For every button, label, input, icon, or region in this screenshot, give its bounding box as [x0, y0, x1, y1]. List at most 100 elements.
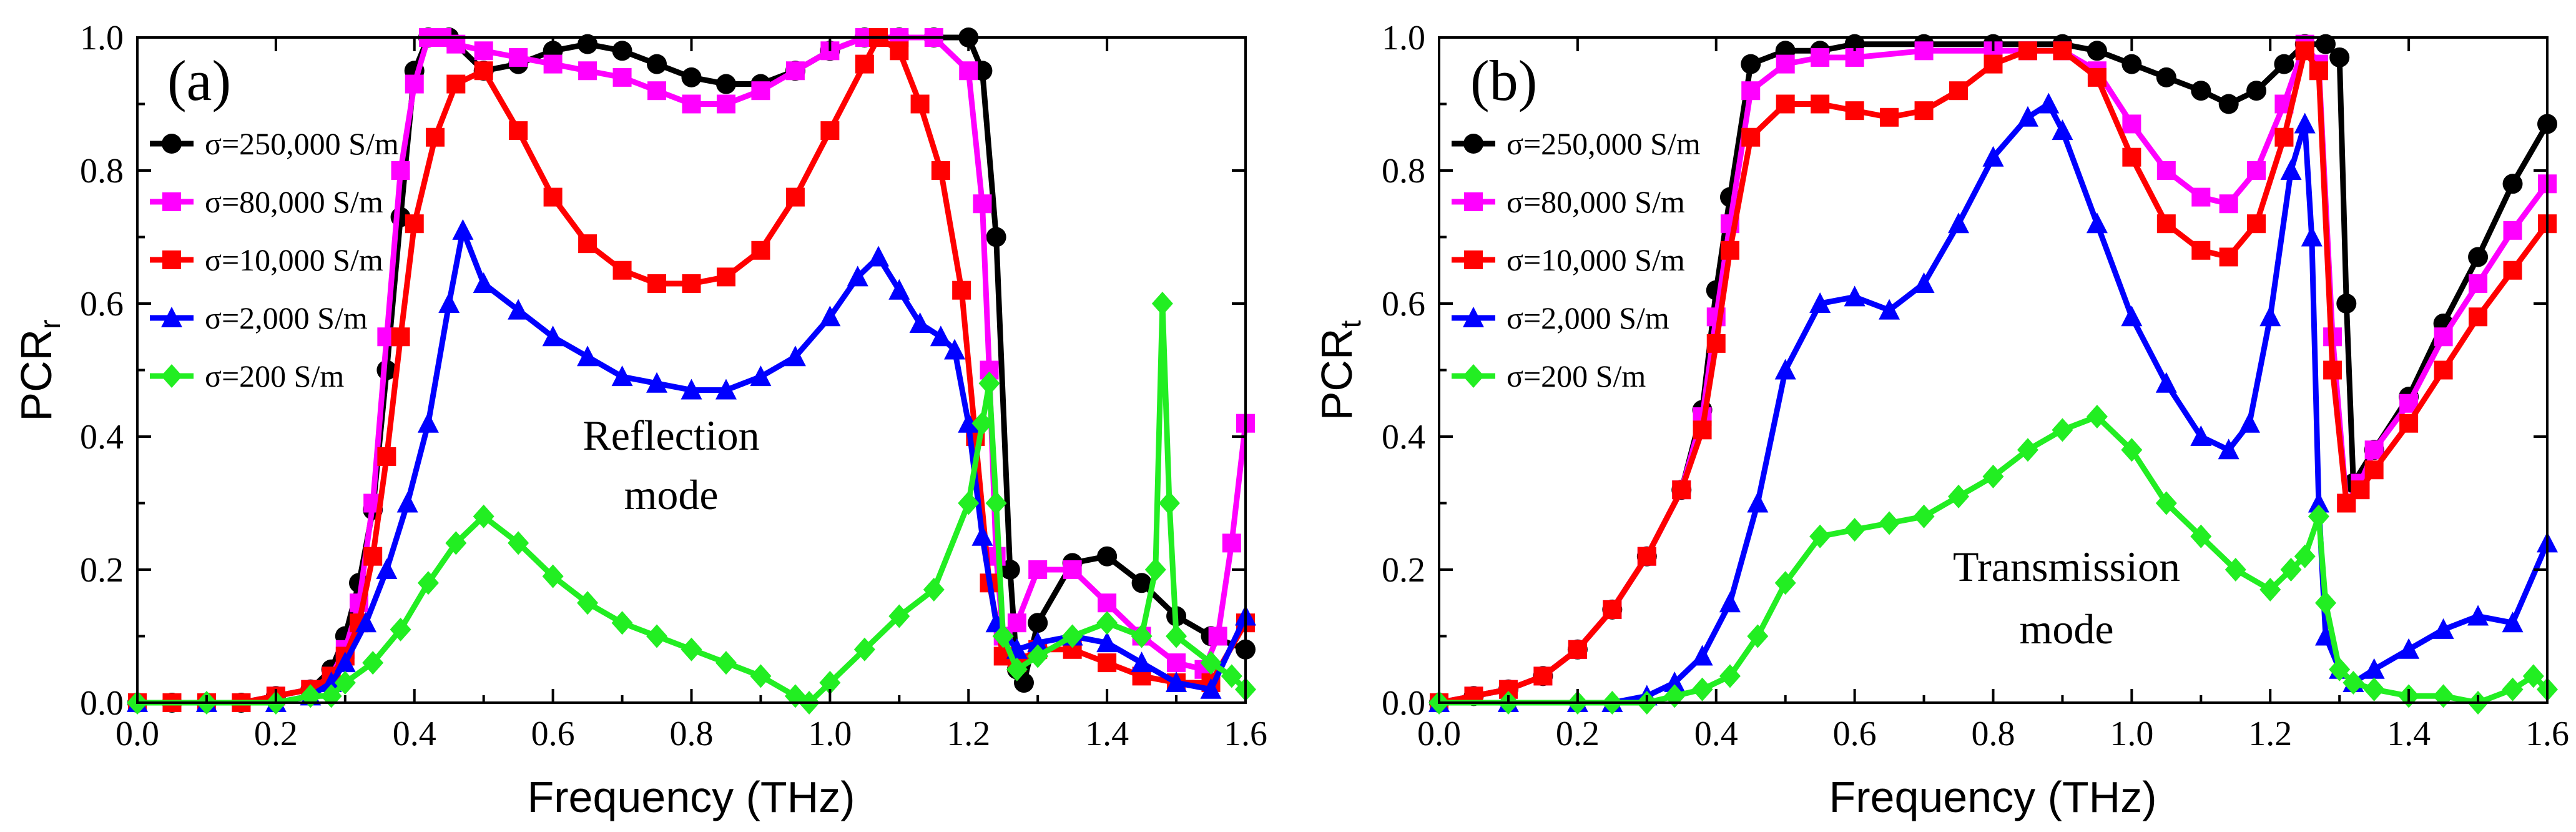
- data-point: [1200, 651, 1222, 675]
- data-point: [2434, 327, 2453, 347]
- x-tick-label: 0.0: [116, 715, 159, 753]
- data-point: [1948, 484, 1970, 508]
- x-tick-label: 1.2: [2248, 715, 2292, 753]
- data-point: [931, 161, 950, 180]
- data-point: [2190, 524, 2212, 548]
- data-point: [1158, 491, 1180, 515]
- data-point: [944, 339, 966, 360]
- legend-entry: σ=250,000 S/m: [1452, 126, 1701, 161]
- data-point: [376, 558, 398, 579]
- data-point: [2342, 671, 2364, 695]
- data-point: [1879, 511, 1900, 535]
- data-point: [784, 345, 806, 367]
- x-tick-label: 0.8: [670, 715, 714, 753]
- legend-label: σ=200 S/m: [1507, 359, 1646, 394]
- data-point: [1984, 54, 2003, 74]
- data-point: [785, 61, 805, 81]
- data-point: [2121, 305, 2143, 327]
- data-point: [1809, 292, 1831, 313]
- data-point: [2086, 212, 2108, 234]
- data-point: [1098, 593, 1117, 613]
- legend-marker: [1464, 250, 1483, 269]
- data-point: [1063, 560, 1082, 579]
- data-point: [578, 61, 597, 81]
- data-point: [2469, 307, 2488, 327]
- data-point: [2316, 34, 2336, 54]
- legend-marker: [1463, 307, 1484, 327]
- data-point: [923, 577, 945, 602]
- data-point: [1200, 678, 1222, 699]
- data-point: [1719, 664, 1741, 688]
- data-point: [2086, 405, 2108, 429]
- data-point: [853, 637, 875, 661]
- data-point: [2399, 414, 2419, 433]
- data-point: [819, 305, 841, 327]
- data-point: [819, 671, 841, 695]
- data-point: [909, 312, 931, 333]
- data-point: [2351, 480, 2370, 500]
- data-point: [1948, 212, 1970, 234]
- data-point: [1096, 631, 1118, 653]
- data-point: [362, 651, 384, 675]
- data-point: [2308, 492, 2329, 513]
- data-point: [2017, 106, 2038, 127]
- data-point: [363, 547, 383, 566]
- x-tick-label: 0.2: [254, 715, 298, 753]
- data-point: [847, 265, 868, 287]
- y-tick-label: 1.0: [1382, 19, 1425, 57]
- data-point: [2522, 664, 2544, 688]
- data-point: [446, 74, 466, 94]
- data-point: [1811, 47, 1830, 67]
- data-point: [1208, 626, 1227, 646]
- data-point: [971, 411, 993, 435]
- data-point: [2052, 418, 2073, 442]
- data-point: [2363, 658, 2385, 679]
- data-point: [473, 504, 494, 528]
- y-tick-label: 0.6: [80, 285, 124, 324]
- data-point: [647, 81, 667, 101]
- y-tick-label: 0.6: [1382, 285, 1425, 324]
- data-point: [2017, 438, 2038, 462]
- data-point: [1747, 624, 1769, 648]
- data-point: [1809, 524, 1831, 548]
- legend-label: σ=250,000 S/m: [205, 126, 399, 161]
- data-point: [1982, 146, 2004, 167]
- data-point: [958, 491, 980, 515]
- data-point: [2121, 438, 2143, 462]
- data-point: [1603, 600, 1622, 619]
- data-point: [1131, 651, 1153, 673]
- data-point: [1741, 54, 1761, 74]
- data-point: [1221, 664, 1242, 688]
- legend-marker: [162, 192, 181, 211]
- legend-marker: [161, 364, 182, 388]
- data-point: [2301, 225, 2323, 247]
- data-point: [646, 624, 668, 648]
- legend-entry: σ=2,000 S/m: [1452, 300, 1669, 335]
- data-point: [1096, 611, 1118, 635]
- data-point: [2052, 119, 2073, 141]
- data-point: [716, 267, 735, 287]
- data-point: [2468, 247, 2489, 267]
- data-point: [2502, 677, 2524, 701]
- data-point: [542, 325, 564, 347]
- data-point: [542, 564, 564, 588]
- data-point: [750, 365, 772, 387]
- data-point: [1776, 54, 1795, 74]
- data-point: [2274, 127, 2294, 147]
- data-point: [1664, 671, 1686, 693]
- data-point: [2038, 92, 2060, 114]
- data-point: [2329, 47, 2350, 67]
- data-point: [785, 187, 805, 207]
- legend-marker: [1464, 192, 1483, 211]
- data-point: [682, 94, 701, 114]
- y-axis-title-main-a: PCR: [12, 329, 61, 422]
- data-point: [2364, 440, 2384, 460]
- y-tick-label: 0.8: [1382, 152, 1425, 191]
- legend-entry: σ=200 S/m: [150, 359, 344, 394]
- x-tick-label: 0.2: [1556, 715, 1600, 753]
- data-point: [2191, 240, 2211, 260]
- legend-b: σ=250,000 S/m σ=80,000 S/m σ=10,000 S/m σ=2…: [1452, 126, 1701, 394]
- data-point: [2434, 360, 2453, 380]
- data-point: [2294, 544, 2316, 568]
- y-tick-label: 0.4: [1382, 418, 1425, 457]
